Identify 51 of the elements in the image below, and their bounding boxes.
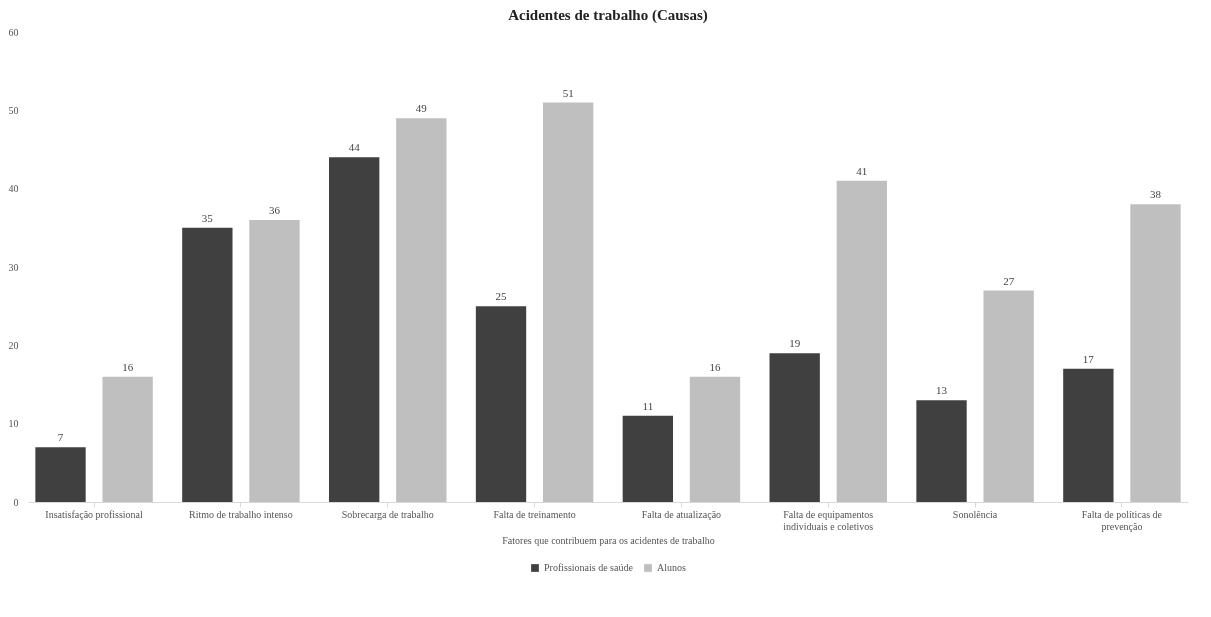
data-label: 44 xyxy=(348,141,361,154)
data-label: 11 xyxy=(642,399,654,412)
data-label: 16 xyxy=(709,360,721,373)
y-tick-label: 10 xyxy=(8,418,19,430)
bar xyxy=(1130,204,1181,502)
data-label: 51 xyxy=(562,86,574,99)
y-tick-label: 0 xyxy=(13,496,19,508)
y-tick-label: 60 xyxy=(8,26,19,38)
data-label: 36 xyxy=(268,204,281,216)
chart-title: Acidentes de trabalho (Causas) xyxy=(508,7,708,24)
y-tick-label: 30 xyxy=(8,261,19,273)
bar xyxy=(689,376,741,502)
bar xyxy=(35,447,86,502)
data-label: 13 xyxy=(936,384,948,397)
x-axis-title: Fatores que contribuem para os acidentes de trabalho xyxy=(502,534,715,546)
bar xyxy=(983,290,1034,502)
x-tick-label: Ritmo de trabalho intenso xyxy=(189,508,293,520)
bar xyxy=(182,227,233,502)
bar xyxy=(622,415,674,502)
x-tick-label: Sonolência xyxy=(952,508,998,520)
y-tick-label: 20 xyxy=(8,339,19,351)
data-label: 35 xyxy=(201,211,214,224)
data-label: 25 xyxy=(495,290,508,303)
data-label: 19 xyxy=(789,337,801,350)
bar xyxy=(396,118,447,502)
x-tick-label: Falta de equipamentos individuais e coletivos xyxy=(783,508,874,532)
data-label: 17 xyxy=(1082,352,1095,365)
legend-label: Profissionais de saúde xyxy=(544,562,634,573)
legend-label: Alunos xyxy=(657,562,686,573)
x-tick-label: Falta de treinamento xyxy=(493,508,576,520)
bar xyxy=(1063,368,1114,502)
bar xyxy=(769,353,820,502)
x-tick-label: Falta de políticas de prevenção xyxy=(1081,508,1163,532)
x-tick-label: Insatisfação profissional xyxy=(45,508,144,520)
data-label: 27 xyxy=(1003,274,1015,287)
data-label: 49 xyxy=(415,102,428,115)
bar xyxy=(475,306,527,502)
bar xyxy=(916,400,967,502)
data-label: 41 xyxy=(856,164,868,177)
x-tick-label: Sobrecarga de trabalho xyxy=(341,508,434,520)
y-tick-label: 40 xyxy=(8,183,19,195)
data-label: 16 xyxy=(122,360,134,373)
bar xyxy=(329,157,380,502)
bar xyxy=(102,376,153,502)
data-label: 38 xyxy=(1149,188,1162,201)
y-tick-label: 50 xyxy=(8,104,19,116)
bar xyxy=(836,180,887,502)
x-tick-label: Falta de atualização xyxy=(641,508,722,520)
bar xyxy=(542,102,594,502)
bar xyxy=(249,220,300,502)
data-label: 7 xyxy=(57,431,64,444)
